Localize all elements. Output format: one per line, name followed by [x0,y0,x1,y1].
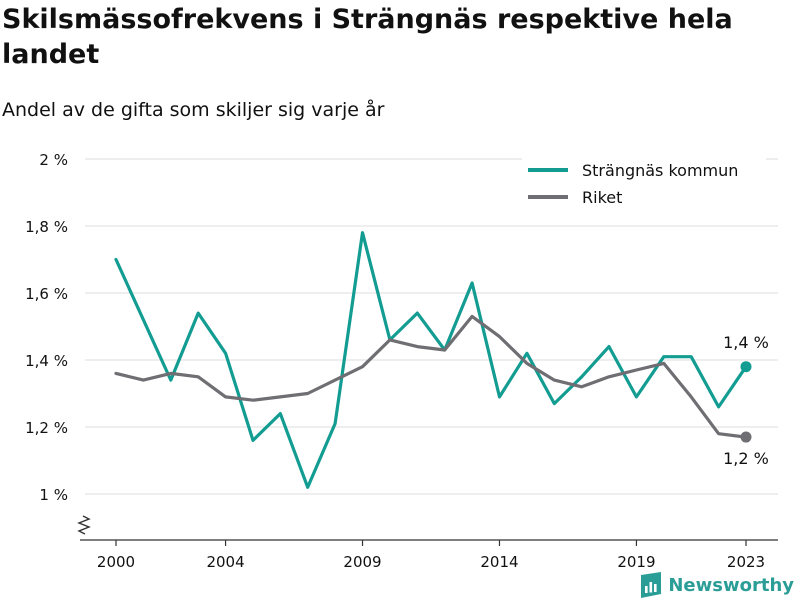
y-tick-label: 1 % [39,486,68,504]
y-tick-label: 1,6 % [25,285,68,303]
series-line-1 [114,314,748,439]
series-end-label-0: 1,4 % [723,333,769,352]
x-tick-label: 2019 [617,553,655,571]
x-tick-label: 2004 [206,553,244,571]
x-tick-label: 2009 [343,553,381,571]
chart-subtitle: Andel av de gifta som skiljer sig varje … [2,99,385,121]
y-tick-label: 2 % [39,151,68,169]
series-end-label-1: 1,2 % [723,449,769,468]
x-tick-label: 2014 [480,553,518,571]
brand-logo: Newsworthy [640,572,794,598]
legend-label-1: Riket [582,188,622,207]
x-tick-label: 2023 [727,553,765,571]
legend-label-0: Strängnäs kommun [582,161,738,180]
axis-break-icon [77,515,91,535]
legend-background [522,156,766,214]
series-end-point-1 [740,431,752,443]
y-tick-label: 1,2 % [25,419,68,437]
newsworthy-logo-icon [641,572,662,598]
series-line-0 [114,231,748,489]
chart-title: Skilsmässofrekvens i Strängnäs respektiv… [2,4,733,70]
x-tick-label: 2000 [97,553,135,571]
brand-name: Newsworthy [668,574,794,596]
series-end-point-0 [740,361,752,373]
y-tick-label: 1,4 % [25,352,68,370]
y-tick-label: 1,8 % [25,218,68,236]
